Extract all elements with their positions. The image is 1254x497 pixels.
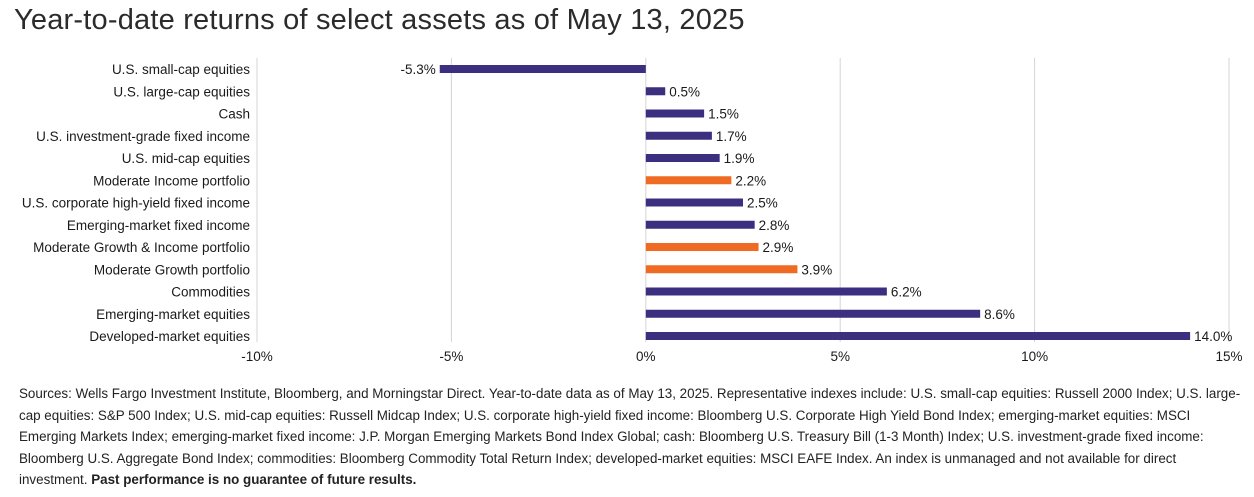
bar [439, 65, 646, 73]
category-label: Emerging-market fixed income [67, 218, 250, 233]
bar [645, 198, 743, 207]
value-label: 2.8% [759, 218, 790, 233]
category-label: U.S. investment-grade fixed income [36, 129, 250, 144]
bar [645, 131, 712, 140]
footnote-disclaimer: Past performance is no guarantee of futu… [91, 472, 417, 488]
x-tick-label: 5% [830, 349, 850, 364]
category-label: U.S. corporate high-yield fixed income [22, 196, 250, 211]
bar [645, 87, 666, 96]
bar [645, 220, 755, 229]
value-label: 0.5% [669, 84, 700, 99]
category-label: Moderate Income portfolio [93, 173, 250, 188]
category-label: Moderate Growth & Income portfolio [33, 240, 250, 255]
value-label: 2.5% [747, 196, 778, 211]
value-label: 3.9% [801, 262, 832, 277]
bars [439, 65, 1191, 340]
bar [645, 309, 981, 318]
x-tick-label: 0% [636, 349, 656, 364]
x-axis-ticks: -10% -5% 0% 5% 10% 15% [241, 349, 1242, 364]
bar [645, 154, 720, 162]
source-footnote: Sources: Wells Fargo Investment Institut… [19, 383, 1243, 491]
category-label: Cash [218, 107, 250, 122]
value-label: 1.5% [708, 107, 739, 122]
bar [645, 265, 798, 274]
value-label: 1.7% [716, 129, 747, 144]
bar [645, 332, 1191, 340]
value-label: 1.9% [724, 151, 755, 166]
x-tick-label: -5% [439, 349, 463, 364]
bar [645, 109, 705, 118]
category-label: Commodities [171, 285, 250, 300]
x-tick-label: 15% [1215, 349, 1242, 364]
value-label: 14.0% [1194, 329, 1232, 344]
value-label: 2.9% [763, 240, 794, 255]
category-label: Moderate Growth portfolio [94, 262, 250, 277]
value-labels: -5.3% 0.5% 1.5% 1.7% 1.9% 2.2% 2.5% 2.8% 2.9% 3.9… [400, 62, 1232, 344]
value-label: 6.2% [891, 285, 922, 300]
bar-chart: U.S. small-cap equities U.S. large-cap eq… [22, 58, 1243, 364]
category-labels: U.S. small-cap equities U.S. large-cap eq… [22, 62, 250, 344]
value-label: -5.3% [400, 62, 435, 77]
bar [645, 176, 732, 185]
category-label: U.S. mid-cap equities [122, 151, 251, 166]
value-label: 8.6% [984, 307, 1015, 322]
category-label: Emerging-market equities [96, 307, 250, 322]
chart-title: Year-to-date returns of select assets as… [14, 4, 745, 36]
bar [645, 287, 887, 296]
footnote-text: Sources: Wells Fargo Investment Institut… [19, 386, 1241, 488]
category-label: U.S. small-cap equities [112, 62, 250, 77]
x-tick-label: -10% [241, 349, 273, 364]
value-label: 2.2% [735, 173, 766, 188]
x-tick-label: 10% [1021, 349, 1048, 364]
category-label: Developed-market equities [89, 329, 250, 344]
category-label: U.S. large-cap equities [113, 84, 250, 99]
bar [645, 243, 759, 251]
